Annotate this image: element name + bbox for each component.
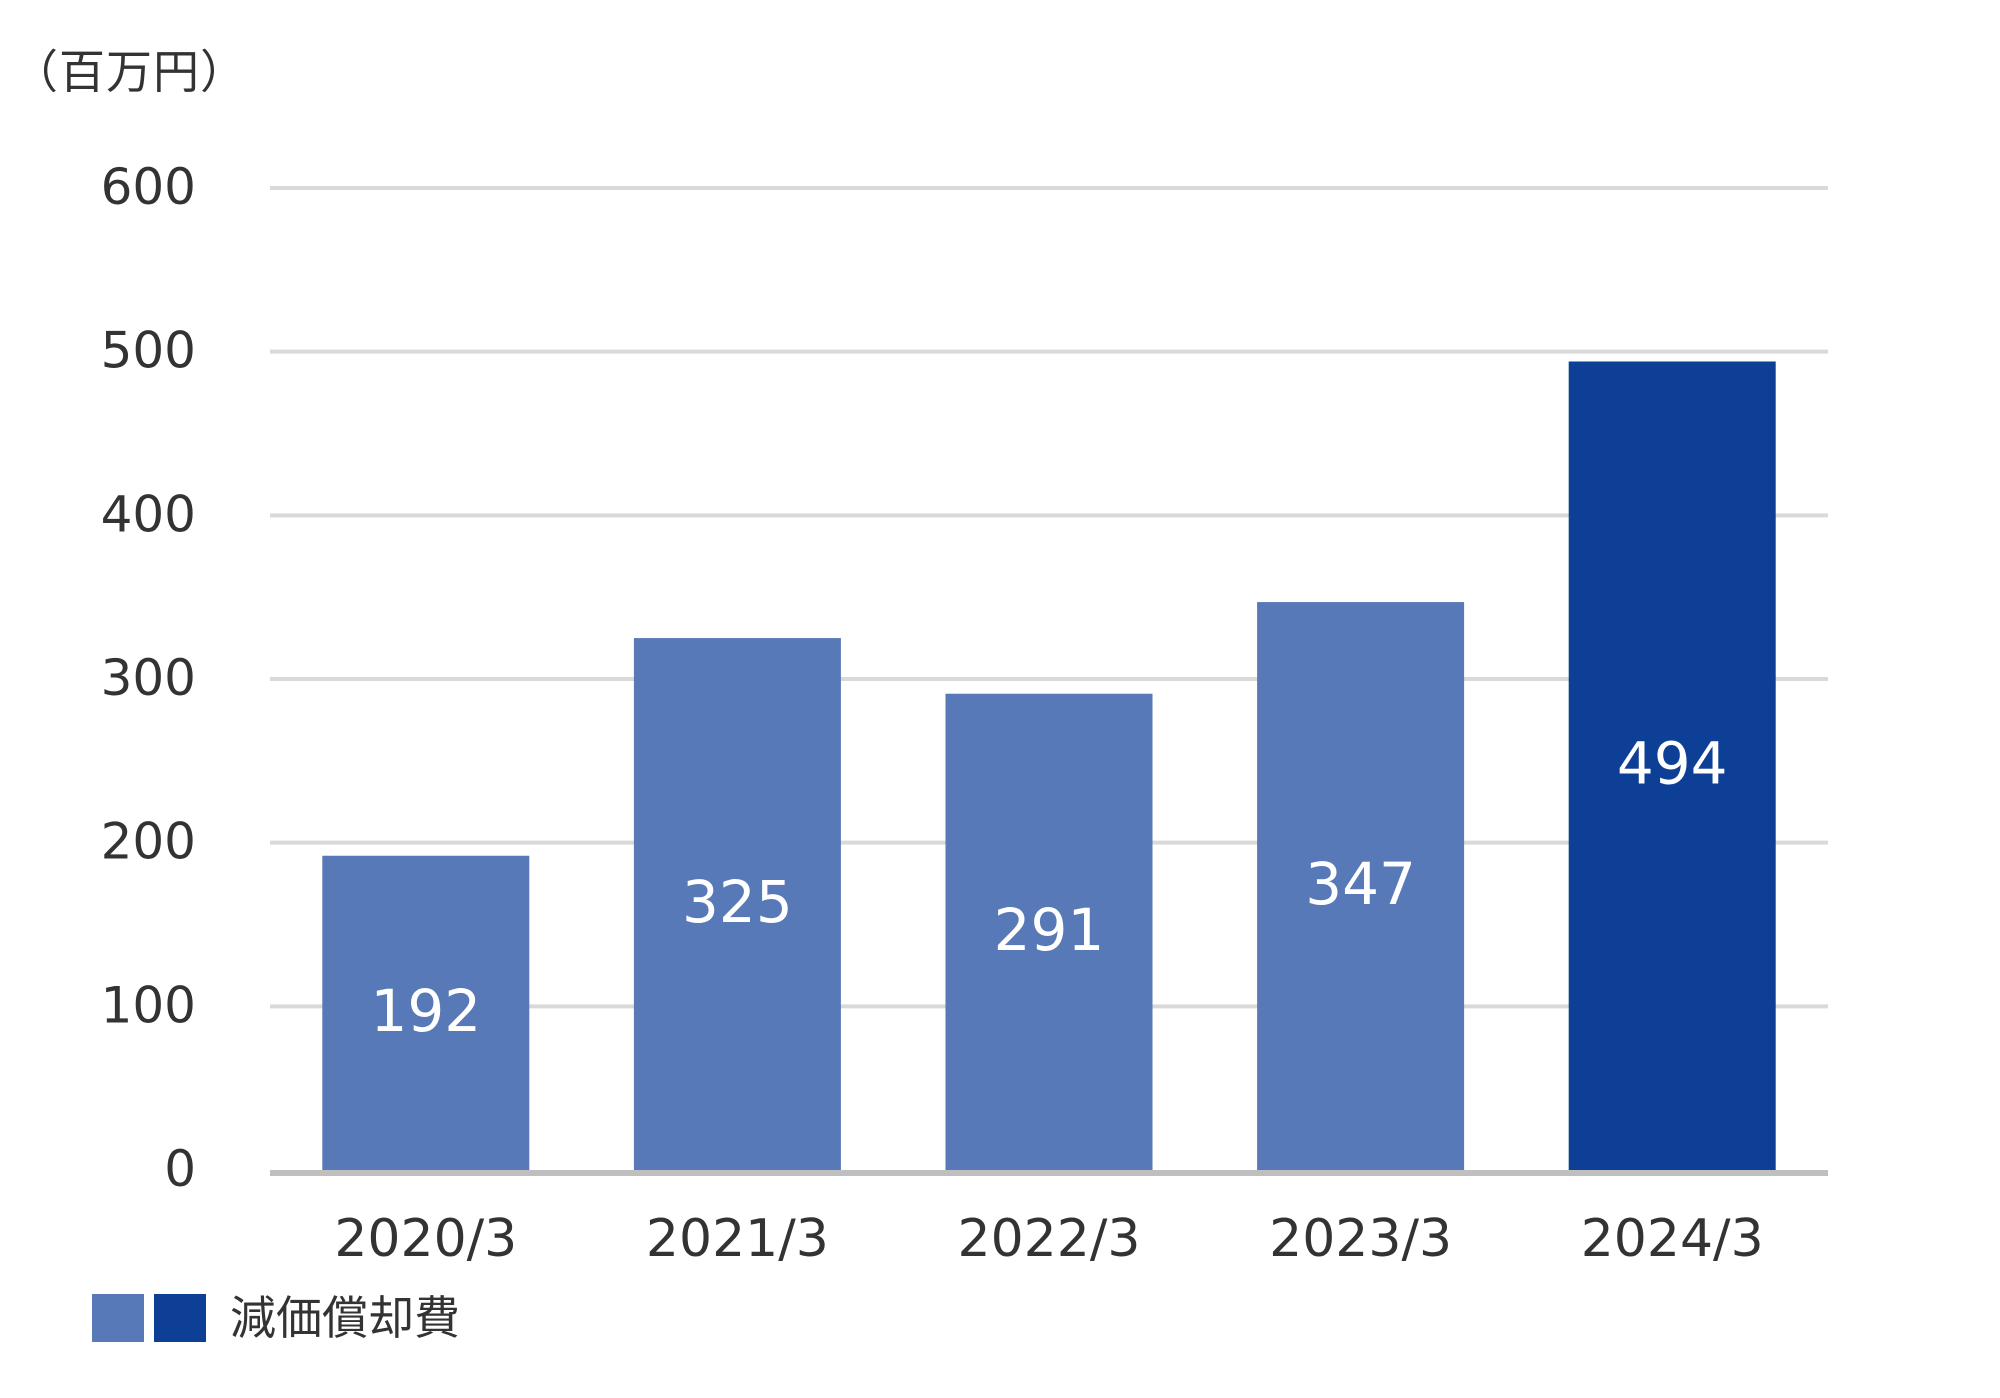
bar-data-label: 192 bbox=[370, 977, 481, 1045]
bar-2020-3 bbox=[322, 855, 530, 1170]
y-tick-label: 0 bbox=[164, 1140, 196, 1198]
bar-data-labels: 192 325 291 347 494 bbox=[370, 730, 1727, 1045]
x-tick-label: 2023/3 bbox=[1269, 1209, 1452, 1269]
y-tick-label: 200 bbox=[101, 813, 196, 871]
y-axis-unit-label: （百万円） bbox=[12, 45, 247, 99]
bar-data-label: 291 bbox=[994, 896, 1105, 964]
legend-swatch-regular bbox=[92, 1294, 144, 1342]
x-tick-label: 2024/3 bbox=[1581, 1209, 1764, 1269]
legend: 減価償却費 bbox=[92, 1292, 460, 1344]
legend-label: 減価償却費 bbox=[230, 1291, 460, 1345]
y-tick-label: 400 bbox=[101, 485, 196, 543]
y-tick-label: 100 bbox=[101, 976, 196, 1034]
axes: 0 100 200 300 400 500 600 2020/3 2021/3 2022/3 202… bbox=[101, 158, 1828, 1269]
bar-2023-3 bbox=[1257, 602, 1465, 1170]
y-tick-label: 500 bbox=[101, 322, 196, 380]
bar-2024-3 bbox=[1568, 361, 1776, 1170]
y-tick-label: 300 bbox=[101, 649, 196, 707]
bar-2021-3 bbox=[633, 638, 841, 1170]
x-tick-label: 2021/3 bbox=[646, 1209, 829, 1269]
bar-data-label: 325 bbox=[682, 868, 793, 936]
x-tick-label: 2020/3 bbox=[334, 1209, 517, 1269]
bar-data-label: 347 bbox=[1305, 850, 1416, 918]
bars bbox=[322, 361, 1776, 1170]
bar-data-label: 494 bbox=[1617, 730, 1728, 798]
bar-2022-3 bbox=[945, 693, 1153, 1170]
x-tick-label: 2022/3 bbox=[958, 1209, 1141, 1269]
legend-swatch-highlight bbox=[154, 1294, 206, 1342]
y-tick-label: 600 bbox=[101, 158, 196, 216]
